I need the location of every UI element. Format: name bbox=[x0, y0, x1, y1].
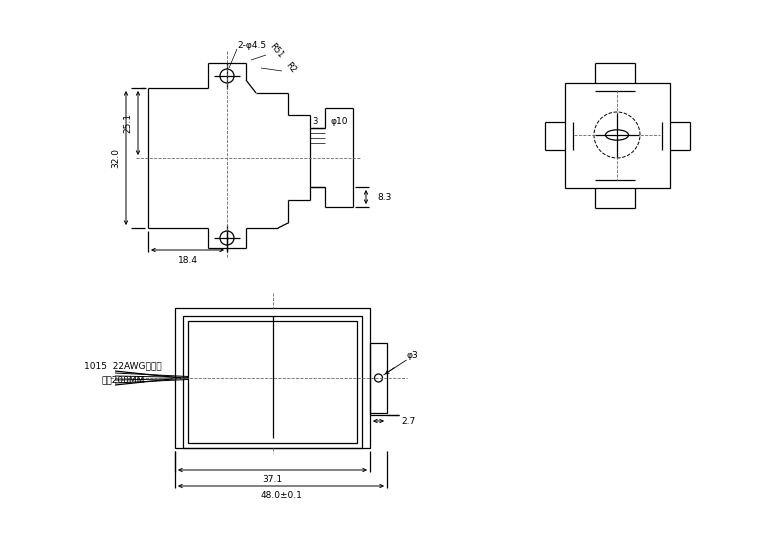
Text: 32.0: 32.0 bbox=[112, 148, 120, 168]
Text: φ10: φ10 bbox=[330, 117, 348, 126]
Text: 48.0±0.1: 48.0±0.1 bbox=[260, 490, 302, 500]
Text: 8.3: 8.3 bbox=[377, 192, 391, 202]
Bar bbox=[188, 321, 357, 443]
Text: 25.1: 25.1 bbox=[123, 113, 132, 133]
Text: 3: 3 bbox=[312, 117, 317, 126]
Bar bbox=[183, 316, 362, 448]
Bar bbox=[370, 343, 387, 413]
Text: 2.7: 2.7 bbox=[401, 416, 416, 426]
Text: R51: R51 bbox=[268, 42, 285, 60]
Bar bbox=[565, 83, 670, 188]
Text: 37.1: 37.1 bbox=[263, 475, 282, 483]
Text: 2-φ4.5: 2-φ4.5 bbox=[237, 40, 266, 50]
Text: φ3: φ3 bbox=[406, 352, 419, 360]
Text: 18.4: 18.4 bbox=[177, 256, 198, 264]
Text: R2: R2 bbox=[284, 61, 298, 75]
Text: 外露200MM: 外露200MM bbox=[101, 376, 145, 385]
Text: 1015  22AWG双棕色: 1015 22AWG双棕色 bbox=[84, 361, 162, 371]
Bar bbox=[175, 308, 370, 448]
